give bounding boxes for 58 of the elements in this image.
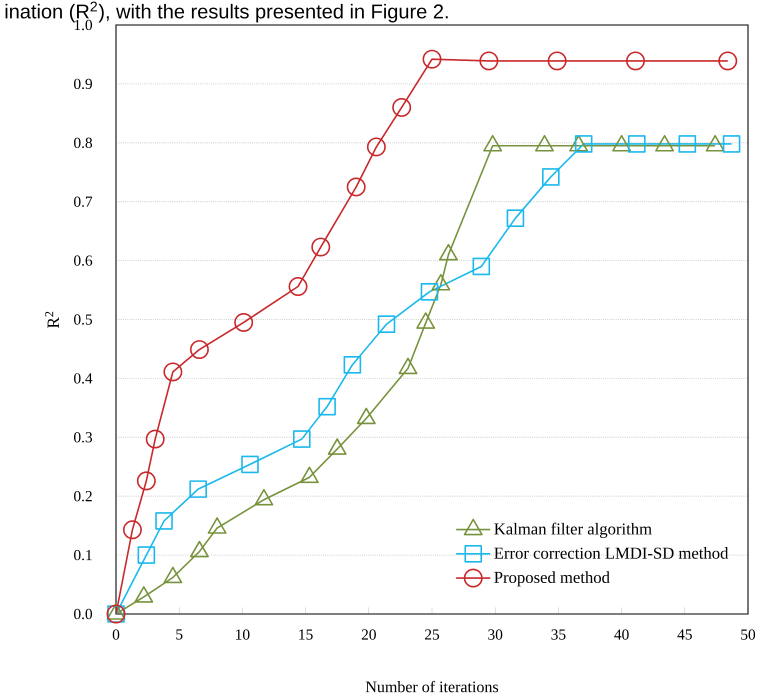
point xyxy=(346,178,366,196)
x-tick-label: 20 xyxy=(362,629,376,640)
x-tick-label: 25 xyxy=(425,629,440,640)
point xyxy=(392,98,412,117)
point xyxy=(628,135,646,153)
point xyxy=(288,277,308,296)
point xyxy=(722,135,740,153)
point xyxy=(472,258,490,276)
point xyxy=(155,512,173,530)
x-tick-label: 15 xyxy=(299,629,313,640)
point xyxy=(146,430,165,449)
point xyxy=(241,456,259,474)
y-tick-label: 0.8 xyxy=(74,138,92,148)
y-axis-title: R$^{2}$ xyxy=(45,312,59,328)
y-tick-label: 0.2 xyxy=(74,491,92,502)
point xyxy=(626,51,645,70)
point xyxy=(122,520,142,540)
x-axis-title: Number of iterations xyxy=(366,680,498,692)
point xyxy=(163,362,182,382)
point xyxy=(344,356,362,374)
point xyxy=(678,135,696,153)
legend-label: Error correction LMDI-SD method xyxy=(494,547,728,559)
point xyxy=(311,238,330,257)
x-tick-label: 50 xyxy=(741,629,756,640)
legend-label: Kalman filter algorithm xyxy=(494,522,652,538)
x-tick-label: 10 xyxy=(236,629,250,640)
y-tick-label: 0.0 xyxy=(74,608,92,620)
y-tick-label: 0.3 xyxy=(74,432,92,442)
point xyxy=(718,51,738,70)
x-tick-label: 30 xyxy=(488,629,502,640)
point xyxy=(318,398,336,416)
point xyxy=(548,51,567,70)
point xyxy=(542,168,560,186)
legend-label: Proposed method xyxy=(494,571,610,586)
y-tick-label: 0.9 xyxy=(74,78,92,90)
y-tick-label: 0.6 xyxy=(74,255,92,266)
x-tick-label: 35 xyxy=(551,629,566,640)
y-tick-label: 0.4 xyxy=(74,373,92,384)
x-tick-label: 5 xyxy=(176,629,182,640)
point xyxy=(420,283,438,301)
y-tick-label: 0.7 xyxy=(74,196,92,207)
x-tick-label: 45 xyxy=(677,629,692,640)
point xyxy=(136,471,156,490)
y-tick-label: 0.1 xyxy=(74,550,92,560)
x-tick-label: 40 xyxy=(614,629,629,640)
point xyxy=(378,315,396,334)
point xyxy=(189,480,207,498)
point xyxy=(479,51,498,70)
point xyxy=(190,340,209,360)
x-tick-label: 0 xyxy=(112,629,120,640)
point xyxy=(138,546,156,564)
y-tick-label: 0.5 xyxy=(74,314,92,325)
point xyxy=(293,430,311,448)
point xyxy=(234,312,254,332)
point xyxy=(366,137,386,156)
point xyxy=(574,135,592,153)
point xyxy=(506,209,524,227)
point xyxy=(422,50,442,69)
